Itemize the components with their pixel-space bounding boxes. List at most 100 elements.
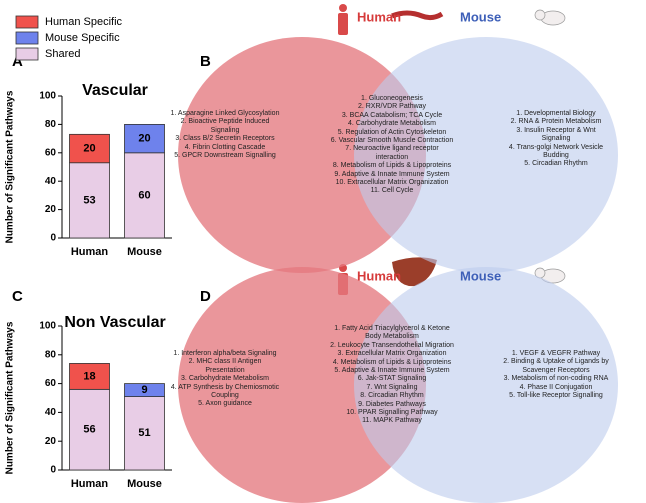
- value-label: 9: [141, 384, 147, 396]
- pathway-item: 4. Carbohydrate Metabolism: [348, 120, 436, 128]
- y-tick-label: 100: [39, 91, 56, 102]
- pathway-item: 2. MHC class II Antigen Presentation: [188, 358, 262, 374]
- pathway-item: 10. Extracellular Matrix Organization: [335, 179, 449, 187]
- pathway-list: 1. Fatty Acid Triacylglycerol & Ketone B…: [330, 325, 455, 426]
- pathway-item: 4. Trans-golgi Network Vesicle Budding: [508, 143, 604, 160]
- pathway-item: 2. Binding & Uptake of Ligands by Scaven…: [503, 358, 609, 374]
- y-tick-label: 60: [45, 378, 57, 389]
- pathway-item: 5. Axon guidance: [198, 400, 252, 408]
- pathway-item: 4. ATP Synthesis by Chemiosmotic Couplin…: [170, 383, 280, 400]
- pathway-item: 11. MAPK Pathway: [362, 417, 422, 425]
- panel-label: A: [12, 53, 23, 70]
- y-tick-label: 0: [50, 465, 56, 476]
- pathway-item: 5. Adaptive & Innate Immune System: [334, 367, 450, 375]
- pathway-item: 7. Neuroactive ligand receptor interacti…: [345, 145, 439, 161]
- value-label: 60: [138, 189, 150, 201]
- bar-segment: [124, 152, 165, 239]
- legend-swatch: [15, 31, 39, 45]
- value-label: 56: [83, 424, 95, 436]
- venn-right: [354, 267, 618, 503]
- venn-left: [178, 37, 426, 273]
- legend-label: Shared: [45, 48, 80, 60]
- pathway-item: 10. PPAR Signalling Pathway: [346, 409, 438, 417]
- venn-left: [178, 267, 426, 503]
- pathway-item: 7. Wnt Signaling: [366, 383, 418, 391]
- pathway-list: 1. Asparagine Linked Glycosylation 2. Bio…: [170, 110, 280, 160]
- x-tick-label: Mouse: [127, 478, 162, 490]
- pathway-item: 8. Circadian Rhythm: [360, 392, 424, 400]
- legend-swatch: [15, 15, 39, 29]
- y-axis-label: Number of Significant Pathways: [5, 90, 16, 243]
- pathway-item: 9. Diabetes Pathways: [358, 400, 426, 408]
- pathway-item: 1. Fatty Acid Triacylglycerol & Ketone B…: [334, 325, 450, 341]
- icon-liver: [392, 257, 437, 287]
- pathway-item: 2. RXR/VDR Pathway: [357, 103, 427, 111]
- value-label: 18: [83, 370, 95, 382]
- pathway-list: 1. Developmental Biology 2. RNA & Protein…: [501, 110, 611, 169]
- bar-segment: [69, 363, 110, 390]
- legend-label: Human Specific: [45, 16, 123, 28]
- pathway-item: 11. Cell Cycle: [370, 187, 414, 195]
- pathway-list: 1. Interferon alpha/beta Signaling 2. MHC…: [170, 350, 280, 409]
- venn-right-label: Mouse: [460, 268, 501, 283]
- bar-segment: [124, 383, 165, 397]
- pathway-item: 2. Leukocyte Transendothelial Migration: [330, 341, 454, 349]
- y-tick-label: 40: [45, 407, 57, 418]
- panel-label: D: [200, 288, 211, 305]
- venn-right-label: Mouse: [460, 9, 501, 24]
- x-tick-label: Human: [71, 246, 109, 258]
- venn-left-label: Human: [357, 9, 401, 24]
- bar-segment: [69, 388, 110, 471]
- pathway-item: 3. BCAA Catabolism; TCA Cycle: [341, 111, 443, 119]
- value-label: 51: [138, 427, 150, 439]
- pathway-item: 4. Fibrin Clotting Cascade: [184, 143, 266, 151]
- y-tick-label: 0: [50, 233, 56, 244]
- pathway-item: 3. Insulin Receptor & Wnt Signaling: [516, 126, 596, 143]
- y-tick-label: 80: [45, 119, 57, 130]
- venn-left-label: Human: [357, 268, 401, 283]
- pathway-item: 1. Developmental Biology: [516, 110, 596, 117]
- pathway-item: 3. Class B/2 Secretin Receptors: [175, 135, 275, 143]
- bar-segment: [124, 396, 165, 471]
- pathway-item: 2. RNA & Protein Metabolism: [510, 118, 602, 126]
- pathway-item: 3. Extracellular Matrix Organization: [337, 350, 447, 358]
- venn-right: [354, 37, 618, 273]
- pathway-item: 1. Asparagine Linked Glycosylation: [170, 110, 280, 117]
- pathway-item: 5. Circadian Rhythm: [524, 160, 588, 168]
- y-tick-label: 20: [45, 436, 57, 447]
- pathway-item: 4. Phase II Conjugation: [519, 383, 593, 391]
- y-tick-label: 80: [45, 349, 57, 360]
- pathway-item: 8. Metabolism of Lipids & Lipoproteins: [332, 162, 452, 170]
- panel-label: C: [12, 288, 23, 305]
- value-label: 53: [83, 194, 95, 206]
- bar-segment: [69, 133, 110, 164]
- pathway-item: 6. Jak-STAT Signaling: [357, 375, 427, 383]
- pathway-item: 1. Interferon alpha/beta Signaling: [173, 350, 277, 357]
- pathway-list: 1. Gluconeogenesis 2. RXR/VDR Pathway 3. B…: [330, 95, 455, 196]
- panel-label: B: [200, 53, 211, 70]
- y-tick-label: 60: [45, 147, 57, 158]
- pathway-item: 3. Carbohydrate Metabolism: [181, 375, 269, 383]
- pathway-item: 4. Metabolism of Lipids & Lipoproteins: [332, 358, 452, 366]
- pathway-item: 5. Toll-like Receptor Signalling: [509, 392, 603, 400]
- pathway-item: 5. Regulation of Actin Cytoskeleton: [337, 128, 447, 136]
- icon-rat: [534, 9, 566, 284]
- bar-segment: [69, 162, 110, 239]
- pathway-item: 1. VEGF & VEGFR Pathway: [511, 350, 601, 357]
- pathway-list: 1. VEGF & VEGFR Pathway 2. Binding & Upta…: [501, 350, 611, 400]
- chart-title: Vascular: [82, 82, 148, 99]
- legend-label: Mouse Specific: [45, 32, 120, 44]
- x-tick-label: Mouse: [127, 246, 162, 258]
- y-axis-label: Number of Significant Pathways: [5, 321, 16, 474]
- chart-title: Non Vascular: [64, 314, 165, 331]
- icon-vessel: [391, 10, 444, 21]
- y-tick-label: 100: [39, 321, 56, 332]
- pathway-item: 9. Adaptive & Innate Immune System: [334, 170, 450, 178]
- pathway-item: 5. GPCR Downstream Signalling: [174, 152, 276, 160]
- pathway-item: 6. Vascular Smooth Muscle Contraction: [330, 137, 454, 145]
- bar-segment: [124, 124, 165, 154]
- value-label: 20: [83, 142, 95, 154]
- y-tick-label: 20: [45, 204, 57, 215]
- y-tick-label: 40: [45, 176, 57, 187]
